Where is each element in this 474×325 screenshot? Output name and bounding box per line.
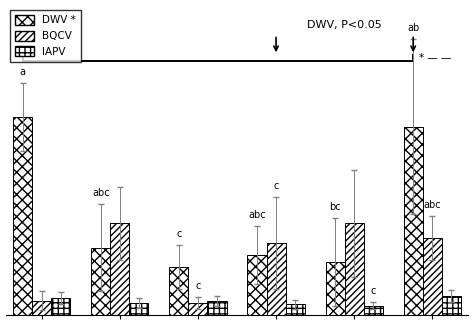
Bar bbox=[423, 238, 442, 315]
Text: ab: ab bbox=[407, 23, 419, 33]
Text: abc: abc bbox=[423, 200, 441, 210]
Text: DWV, P<0.05: DWV, P<0.05 bbox=[307, 20, 382, 30]
Text: c: c bbox=[176, 229, 182, 239]
Text: c: c bbox=[195, 281, 201, 291]
Text: * — —: * — — bbox=[419, 53, 451, 63]
Bar bbox=[110, 223, 129, 315]
Bar bbox=[129, 303, 148, 315]
Bar bbox=[404, 126, 423, 315]
Text: c: c bbox=[371, 286, 376, 296]
Bar bbox=[32, 301, 51, 315]
Bar bbox=[13, 117, 32, 315]
Text: bc: bc bbox=[329, 202, 341, 213]
Bar bbox=[189, 303, 208, 315]
Text: a: a bbox=[20, 67, 26, 77]
Text: abc: abc bbox=[248, 210, 266, 220]
Bar bbox=[208, 301, 227, 315]
Bar bbox=[169, 267, 189, 315]
Bar bbox=[91, 248, 110, 315]
Bar bbox=[345, 223, 364, 315]
Bar bbox=[247, 255, 266, 315]
Bar bbox=[51, 298, 70, 315]
Bar bbox=[442, 296, 461, 315]
Text: abc: abc bbox=[92, 188, 109, 198]
Bar bbox=[364, 306, 383, 315]
Bar bbox=[266, 243, 285, 315]
Bar bbox=[326, 262, 345, 315]
Text: c: c bbox=[273, 181, 279, 191]
Legend: DWV *, BQCV, IAPV: DWV *, BQCV, IAPV bbox=[10, 10, 81, 62]
Bar bbox=[285, 305, 305, 315]
